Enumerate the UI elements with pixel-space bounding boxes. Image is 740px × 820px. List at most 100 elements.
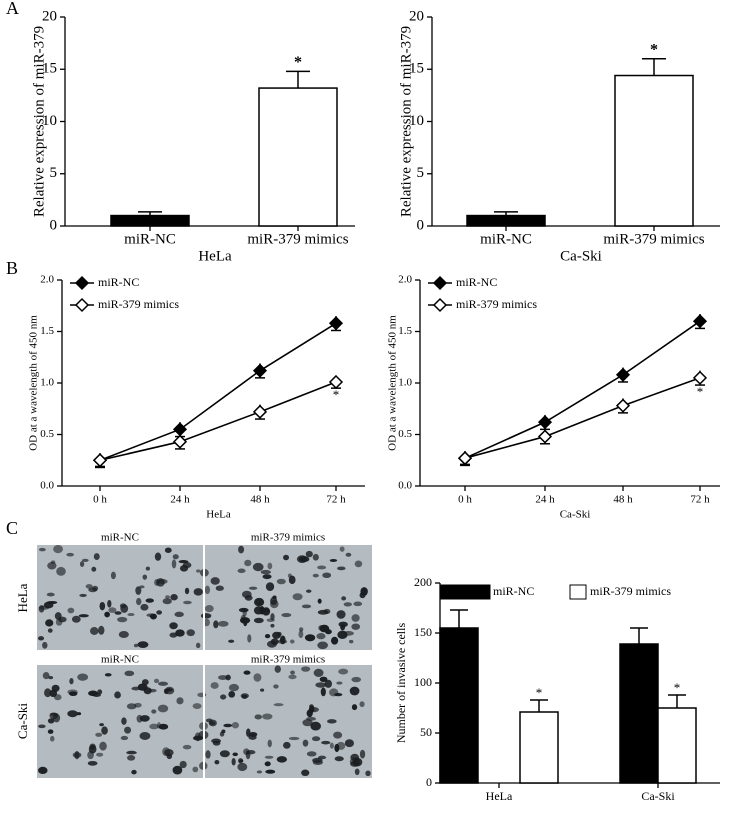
cell (210, 682, 219, 689)
cell (149, 613, 157, 620)
cell (354, 768, 360, 776)
cell (91, 566, 97, 572)
y-tick-label: 1.0 (398, 377, 412, 389)
significance-mark: * (650, 41, 658, 58)
y-tick-label: 50 (420, 725, 432, 739)
bar (258, 87, 338, 227)
cell (228, 691, 236, 698)
cell (336, 610, 346, 619)
cell (72, 752, 82, 758)
cell (66, 552, 74, 557)
legend-swatch (569, 584, 587, 600)
cell (126, 703, 137, 710)
cell (317, 609, 329, 615)
y-tick-label: 5 (50, 165, 58, 181)
y-tick-label: 15 (42, 61, 57, 77)
cell (262, 713, 273, 720)
line (464, 320, 701, 459)
cell (338, 668, 349, 675)
cell (53, 713, 61, 723)
cell (95, 732, 103, 737)
marker (692, 314, 708, 329)
cell (126, 750, 137, 755)
cell (359, 701, 365, 708)
cell (195, 642, 201, 649)
cell (99, 741, 107, 751)
cell (266, 640, 277, 648)
cell (47, 628, 53, 633)
cell (267, 562, 273, 570)
cell (312, 757, 323, 763)
image-row-label: HeLa (15, 583, 30, 612)
cell (329, 688, 339, 697)
cell (351, 614, 360, 622)
cell (121, 717, 127, 725)
cell (136, 597, 142, 606)
cell (238, 545, 245, 554)
cell (254, 597, 265, 607)
cell (319, 676, 328, 683)
cell (127, 755, 136, 761)
cell (265, 582, 275, 592)
cell (301, 666, 311, 672)
cell (288, 736, 300, 741)
cell (365, 770, 371, 777)
cell (298, 630, 304, 639)
cell (349, 686, 360, 696)
cell (302, 739, 309, 747)
panel-label: A (6, 0, 19, 18)
cell (118, 630, 129, 639)
cell (290, 639, 295, 644)
cell (67, 710, 78, 718)
marker (328, 374, 344, 390)
y-tick-label: 0.5 (398, 428, 412, 440)
y-axis-label: OD at a wavelength of 450 nm (387, 315, 399, 451)
cell (46, 592, 55, 597)
cell (343, 631, 354, 636)
cell (343, 602, 352, 607)
cell (44, 688, 52, 698)
bar (110, 214, 190, 227)
cell (172, 765, 183, 775)
cell (213, 620, 219, 629)
cell (245, 750, 256, 755)
marker (172, 422, 188, 437)
cell (81, 558, 89, 562)
cell (88, 587, 98, 593)
cell (310, 721, 321, 731)
cell (349, 757, 360, 766)
marker (457, 451, 473, 466)
bar (614, 74, 694, 227)
y-tick-label: 150 (414, 625, 432, 639)
cell (241, 694, 248, 699)
cell (42, 641, 48, 649)
cell (339, 546, 345, 552)
cell (311, 736, 321, 742)
cell (139, 585, 145, 589)
cell (107, 599, 112, 608)
image-column-label: miR-379 mimics (251, 532, 325, 544)
cell (79, 593, 87, 597)
cell (317, 598, 322, 604)
cell (87, 760, 98, 766)
cell (324, 629, 332, 635)
y-tick-label: 100 (414, 675, 432, 689)
line (99, 322, 337, 461)
image-column-label: miR-379 mimics (251, 654, 325, 666)
cell (124, 670, 135, 677)
cell (276, 578, 286, 585)
cell (336, 681, 343, 685)
cell (117, 616, 128, 623)
bar (439, 627, 479, 784)
cell (301, 769, 310, 777)
legend-label: miR-379 mimics (98, 297, 179, 311)
cell (225, 674, 231, 681)
line (99, 381, 337, 462)
cell (333, 731, 343, 739)
cell (354, 560, 363, 568)
cell (306, 751, 317, 757)
cell (231, 722, 240, 729)
cell (127, 613, 135, 617)
cell (288, 575, 296, 585)
cell (145, 566, 150, 571)
